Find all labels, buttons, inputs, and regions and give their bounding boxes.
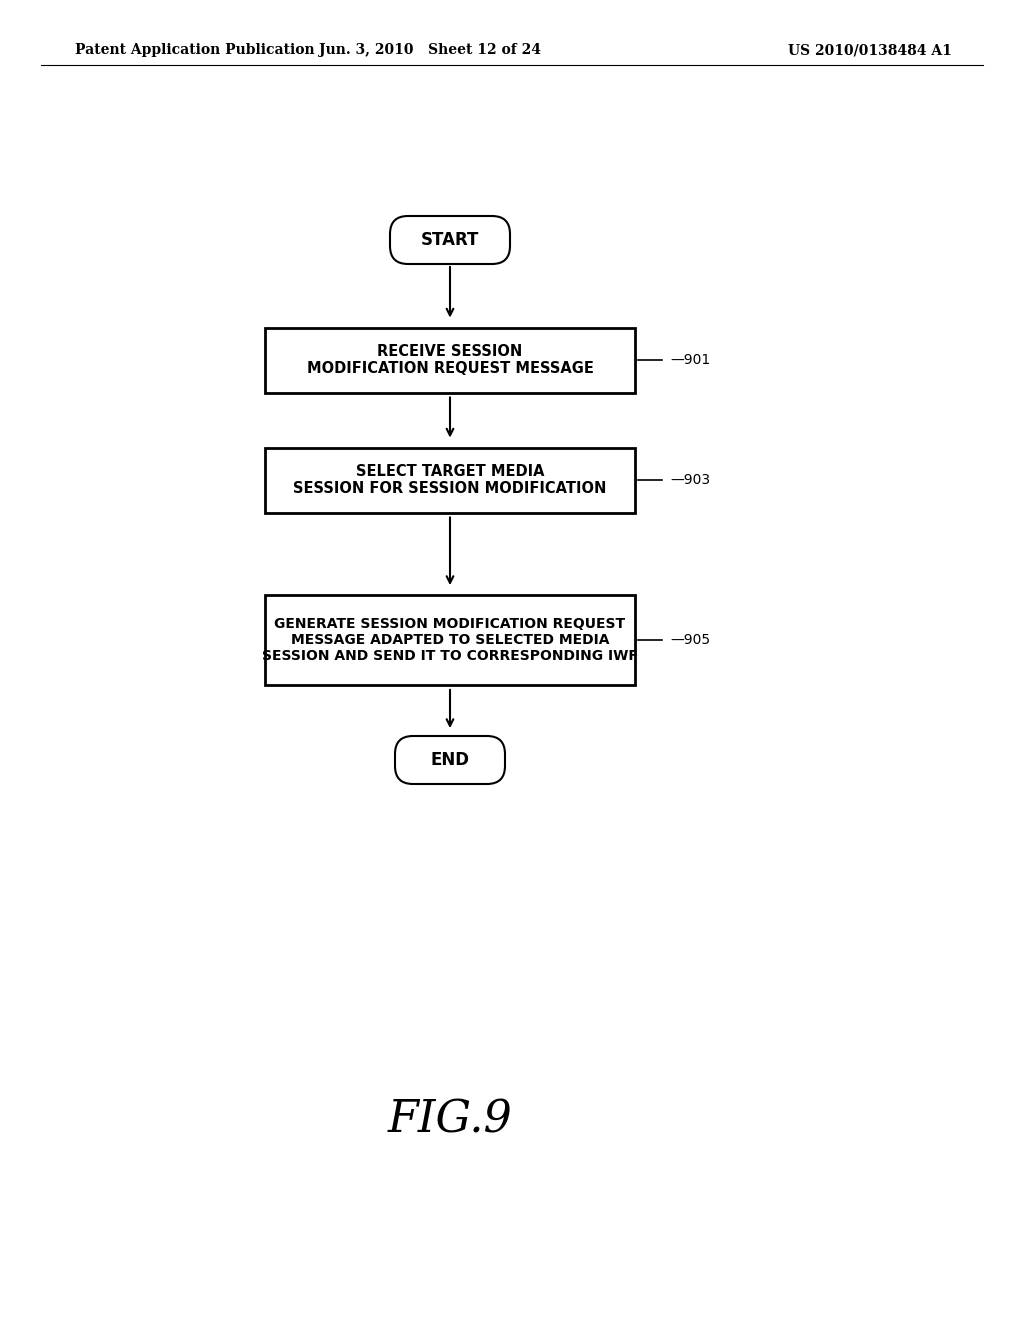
FancyBboxPatch shape: [265, 595, 635, 685]
Text: —903: —903: [670, 473, 710, 487]
FancyBboxPatch shape: [265, 447, 635, 512]
Text: SELECT TARGET MEDIA
SESSION FOR SESSION MODIFICATION: SELECT TARGET MEDIA SESSION FOR SESSION …: [293, 463, 606, 496]
Text: END: END: [430, 751, 469, 770]
Text: GENERATE SESSION MODIFICATION REQUEST
MESSAGE ADAPTED TO SELECTED MEDIA
SESSION : GENERATE SESSION MODIFICATION REQUEST ME…: [262, 616, 638, 663]
Text: FIG.9: FIG.9: [387, 1098, 512, 1142]
Text: Jun. 3, 2010   Sheet 12 of 24: Jun. 3, 2010 Sheet 12 of 24: [319, 44, 541, 57]
FancyBboxPatch shape: [390, 216, 510, 264]
Text: Patent Application Publication: Patent Application Publication: [75, 44, 314, 57]
FancyBboxPatch shape: [395, 737, 505, 784]
Text: US 2010/0138484 A1: US 2010/0138484 A1: [788, 44, 952, 57]
Text: —901: —901: [670, 352, 711, 367]
Text: —905: —905: [670, 634, 710, 647]
FancyBboxPatch shape: [265, 327, 635, 392]
Text: START: START: [421, 231, 479, 249]
Text: RECEIVE SESSION
MODIFICATION REQUEST MESSAGE: RECEIVE SESSION MODIFICATION REQUEST MES…: [306, 343, 594, 376]
